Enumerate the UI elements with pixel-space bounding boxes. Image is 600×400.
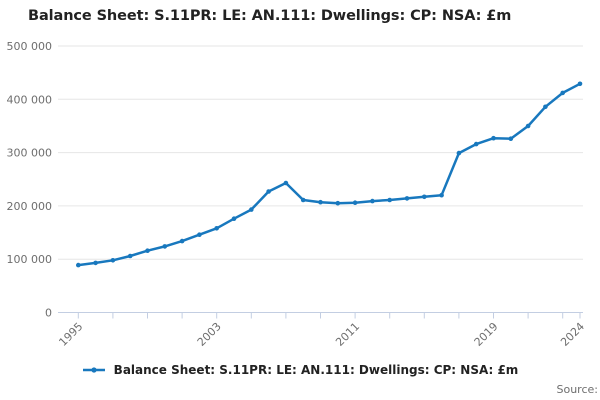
data-point-2004[interactable] (231, 216, 237, 221)
data-point-2013[interactable] (387, 197, 393, 203)
data-point-2022[interactable] (543, 104, 548, 110)
legend[interactable]: Balance Sheet: S.11PR: LE: AN.111: Dwell… (0, 363, 600, 377)
data-point-2016[interactable] (439, 192, 444, 198)
data-point-2007[interactable] (283, 180, 289, 186)
chart-title: Balance Sheet: S.11PR: LE: AN.111: Dwell… (28, 8, 512, 24)
data-point-1998[interactable] (127, 253, 133, 259)
data-point-2006[interactable] (266, 189, 271, 194)
data-point-2011[interactable] (352, 200, 358, 205)
x-axis-tick-label: 2024 (558, 320, 587, 349)
data-point-1997[interactable] (110, 258, 116, 263)
x-axis-tick-label: 2011 (333, 320, 362, 349)
data-point-2010[interactable] (335, 200, 341, 206)
data-point-2000[interactable] (162, 244, 168, 249)
data-point-2008[interactable] (300, 197, 306, 203)
data-point-2018[interactable] (473, 141, 479, 147)
y-axis-tick-label: 300 000 (7, 147, 53, 160)
data-point-2014[interactable] (404, 196, 410, 201)
x-axis-tick-label: 1995 (56, 320, 85, 349)
data-point-2005[interactable] (249, 207, 254, 212)
data-point-2020[interactable] (508, 136, 514, 141)
series-balance-sheet[interactable] (76, 81, 583, 268)
y-axis-tick-label: 400 000 (7, 93, 53, 106)
data-point-2012[interactable] (370, 198, 375, 204)
data-point-2021[interactable] (525, 123, 531, 129)
y-axis-tick-label: 200 000 (7, 200, 53, 213)
data-point-2024[interactable] (577, 81, 583, 87)
x-axis-tick-label: 2019 (472, 320, 501, 349)
data-point-1995[interactable] (76, 262, 81, 268)
data-point-2023[interactable] (560, 90, 565, 96)
data-point-1999[interactable] (145, 248, 150, 253)
data-point-2009[interactable] (318, 199, 323, 205)
data-point-1996[interactable] (93, 260, 98, 266)
legend-label: Balance Sheet: S.11PR: LE: AN.111: Dwell… (113, 363, 519, 377)
data-point-2003[interactable] (214, 226, 219, 231)
y-axis-tick-label: 500 000 (7, 40, 53, 53)
data-point-2017[interactable] (456, 150, 462, 156)
data-point-2001[interactable] (179, 238, 185, 244)
legend-line-marker-icon (82, 367, 105, 373)
source-label: Source: (556, 383, 599, 396)
data-point-2019[interactable] (491, 135, 496, 141)
chart-plot-area: 0 100 000 200 000 300 000 400 000 500 000 1995… (7, 40, 588, 349)
y-axis-tick-label: 100 000 (7, 253, 53, 266)
x-axis-tick-label: 2003 (195, 320, 224, 349)
y-axis-tick-label: 0 (45, 307, 52, 320)
data-point-2015[interactable] (422, 194, 427, 200)
data-point-2002[interactable] (197, 232, 202, 237)
